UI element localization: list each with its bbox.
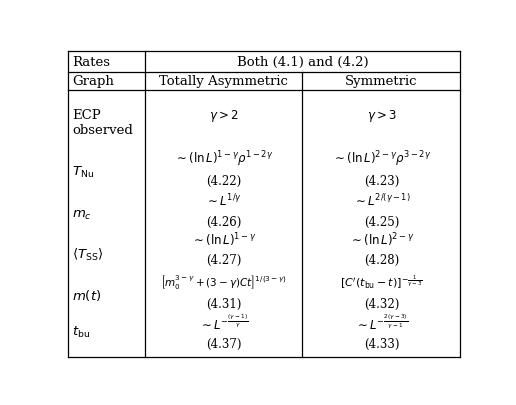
- Text: $\sim (\ln L)^{1-\gamma}$: $\sim (\ln L)^{1-\gamma}$: [191, 231, 256, 249]
- Text: $t_{\mathrm{bu}}$: $t_{\mathrm{bu}}$: [72, 324, 91, 339]
- Text: $\langle T_{\mathrm{SS}}\rangle$: $\langle T_{\mathrm{SS}}\rangle$: [72, 247, 104, 263]
- Text: (4.26): (4.26): [206, 215, 241, 228]
- Text: Rates: Rates: [72, 55, 110, 68]
- Text: $\sim L^{-\frac{2(\gamma-3)}{\gamma-1}}$: $\sim L^{-\frac{2(\gamma-3)}{\gamma-1}}$: [355, 313, 408, 332]
- Text: $\sim (\ln L)^{2-\gamma}\rho^{3-2\gamma}$: $\sim (\ln L)^{2-\gamma}\rho^{3-2\gamma}…: [332, 149, 431, 168]
- Text: (4.28): (4.28): [364, 254, 399, 266]
- Text: $\sim L^{2/(\gamma-1)}$: $\sim L^{2/(\gamma-1)}$: [352, 192, 410, 208]
- Text: (4.25): (4.25): [364, 215, 399, 228]
- Text: $m_c$: $m_c$: [72, 208, 92, 221]
- Text: Both (4.1) and (4.2): Both (4.1) and (4.2): [237, 55, 368, 68]
- Text: $\left[C'\left(t_{\mathrm{bu}}-t\right)\right]^{-\frac{1}{\gamma-3}}$: $\left[C'\left(t_{\mathrm{bu}}-t\right)\…: [340, 273, 423, 290]
- Text: Symmetric: Symmetric: [345, 75, 417, 88]
- Text: ECP
observed: ECP observed: [72, 109, 133, 137]
- Text: (4.32): (4.32): [364, 298, 399, 311]
- Text: $T_{\mathrm{Nu}}$: $T_{\mathrm{Nu}}$: [72, 164, 94, 180]
- Text: (4.33): (4.33): [364, 337, 399, 350]
- Text: (4.31): (4.31): [206, 298, 241, 311]
- Text: $m(t)$: $m(t)$: [72, 287, 102, 302]
- Text: Graph: Graph: [72, 75, 115, 88]
- Text: (4.27): (4.27): [206, 254, 241, 266]
- Text: $\sim (\ln L)^{2-\gamma}$: $\sim (\ln L)^{2-\gamma}$: [349, 231, 414, 249]
- Text: $\sim L^{1/\gamma}$: $\sim L^{1/\gamma}$: [205, 192, 242, 209]
- Text: $\gamma > 2$: $\gamma > 2$: [209, 108, 238, 124]
- Text: (4.22): (4.22): [206, 175, 241, 188]
- Text: $\sim (\ln L)^{1-\gamma}\rho^{1-2\gamma}$: $\sim (\ln L)^{1-\gamma}\rho^{1-2\gamma}…: [174, 149, 273, 168]
- Text: $\left[m_0^{3-\gamma} + (3-\gamma)Ct\right]^{1/(3-\gamma)}$: $\left[m_0^{3-\gamma} + (3-\gamma)Ct\rig…: [160, 273, 287, 290]
- Text: $\gamma > 3$: $\gamma > 3$: [366, 108, 396, 124]
- Text: (4.37): (4.37): [206, 337, 241, 350]
- Text: (4.23): (4.23): [364, 175, 399, 188]
- Text: Totally Asymmetric: Totally Asymmetric: [159, 75, 288, 88]
- Text: $\sim L^{-\frac{(\gamma-1)}{\gamma}}$: $\sim L^{-\frac{(\gamma-1)}{\gamma}}$: [199, 313, 248, 332]
